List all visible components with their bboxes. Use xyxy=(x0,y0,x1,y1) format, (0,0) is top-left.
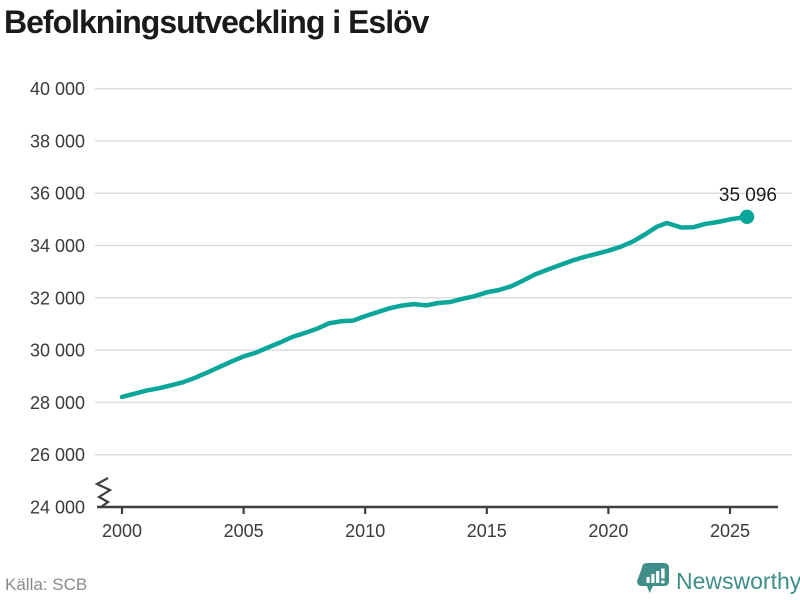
source-note: Källa: SCB xyxy=(5,575,88,594)
y-axis-label: 38 000 xyxy=(30,131,85,151)
x-axis-label: 2010 xyxy=(345,521,385,541)
x-axis-label: 2015 xyxy=(467,521,507,541)
y-axis-label: 24 000 xyxy=(30,498,85,518)
x-axis-label: 2000 xyxy=(102,521,142,541)
page-title: Befolkningsutveckling i Eslöv xyxy=(4,4,429,40)
latest-value-label: 35 096 xyxy=(719,185,777,206)
y-axis-label: 40 000 xyxy=(30,79,85,99)
latest-point-marker xyxy=(739,209,755,225)
x-axis-label: 2020 xyxy=(588,521,628,541)
newsworthy-logo: Newsworthy xyxy=(637,563,800,594)
y-axis-label: 32 000 xyxy=(30,288,85,308)
y-axis-label: 30 000 xyxy=(30,341,85,361)
newsworthy-logo-text: Newsworthy xyxy=(676,568,800,594)
population-line-chart: 24 000 26 000 28 000 30 000 32 000 34 000 36 0… xyxy=(30,79,792,541)
y-axis-label: 26 000 xyxy=(30,445,85,465)
y-axis-label: 36 000 xyxy=(30,184,85,204)
x-axis-label: 2025 xyxy=(710,521,750,541)
newsworthy-speech-bubble-chart-icon xyxy=(637,563,669,593)
y-axis-label: 34 000 xyxy=(30,236,85,256)
y-axis-label: 28 000 xyxy=(30,393,85,413)
population-line xyxy=(119,214,750,400)
x-axis-label: 2005 xyxy=(224,521,264,541)
axis-break-icon xyxy=(94,477,113,508)
